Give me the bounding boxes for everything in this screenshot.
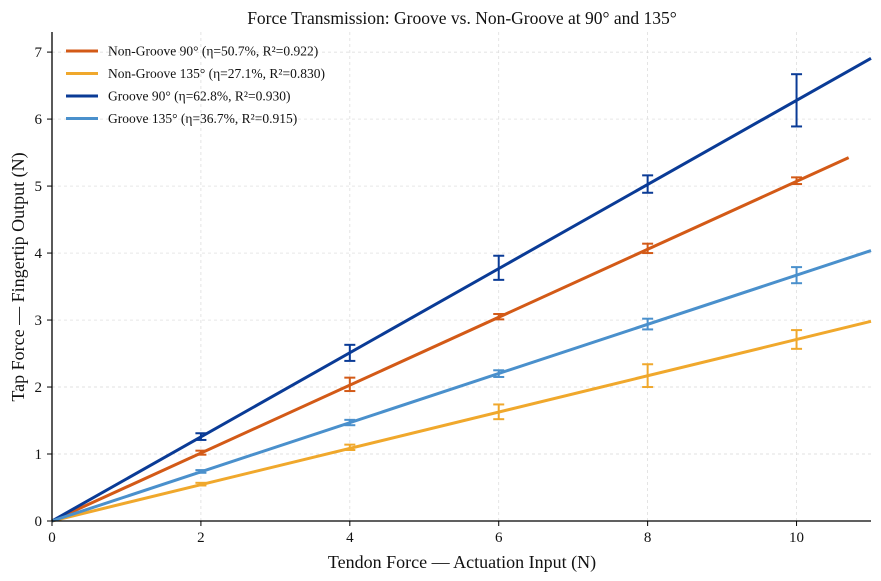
- y-tick-label: 3: [35, 313, 43, 329]
- legend-item: Non-Groove 135° (η=27.1%, R²=0.830): [66, 66, 325, 81]
- error-bar: [642, 174, 654, 194]
- error-bar: [195, 449, 207, 456]
- series-layer: [51, 56, 872, 523]
- grid-layer: [52, 32, 871, 521]
- error-bar: [642, 363, 654, 389]
- y-axis-title: Tap Force — Fingertip Output (N): [8, 152, 29, 401]
- fit-line: [51, 56, 872, 523]
- error-bar: [493, 403, 505, 421]
- error-bar: [344, 343, 356, 362]
- legend-label: Non-Groove 135° (η=27.1%, R²=0.830): [108, 66, 325, 81]
- x-tick-label: 8: [644, 530, 652, 546]
- legend-label: Groove 90° (η=62.8%, R²=0.930): [108, 89, 290, 104]
- x-tick-label: 10: [789, 530, 804, 546]
- series-0: [51, 156, 850, 523]
- fit-line: [51, 319, 872, 523]
- error-bar: [344, 376, 356, 393]
- fit-line: [51, 249, 872, 523]
- error-bar: [344, 418, 356, 427]
- y-tick-label: 4: [35, 246, 43, 262]
- legend-label: Non-Groove 90° (η=50.7%, R²=0.922): [108, 44, 318, 59]
- x-tick-label: 6: [495, 530, 503, 546]
- x-tick-label: 4: [346, 530, 354, 546]
- y-tick-label: 1: [35, 447, 43, 463]
- y-tick-label: 2: [35, 380, 43, 396]
- error-bar: [642, 317, 654, 331]
- error-bar: [493, 369, 505, 378]
- chart-title: Force Transmission: Groove vs. Non-Groov…: [247, 8, 677, 28]
- legend-item: Groove 135° (η=36.7%, R²=0.915): [66, 111, 297, 126]
- error-bar: [642, 242, 654, 255]
- error-bar: [493, 313, 505, 321]
- x-tick-label: 2: [197, 530, 205, 546]
- legend-item: Non-Groove 90° (η=50.7%, R²=0.922): [66, 44, 318, 59]
- legend-label: Groove 135° (η=36.7%, R²=0.915): [108, 111, 297, 126]
- y-tick-label: 0: [35, 514, 43, 530]
- x-tick-label: 0: [48, 530, 56, 546]
- legend-item: Groove 90° (η=62.8%, R²=0.930): [66, 89, 290, 104]
- error-bar: [195, 481, 207, 487]
- y-tick-label: 6: [35, 112, 43, 128]
- series-1: [51, 319, 872, 523]
- error-bar: [195, 469, 207, 474]
- legend: Non-Groove 90° (η=50.7%, R²=0.922) Non-Gr…: [66, 44, 325, 126]
- error-bar: [791, 176, 803, 186]
- x-axis-title: Tendon Force — Actuation Input (N): [328, 552, 596, 573]
- y-tick-label: 7: [35, 45, 43, 61]
- axes-layer: 0 2 4 6 8 10 0 1 2 3 4 5 6 7: [35, 32, 871, 546]
- error-bar: [493, 254, 505, 281]
- error-bar: [791, 266, 803, 285]
- y-tick-label: 5: [35, 179, 43, 195]
- error-bar: [344, 443, 356, 451]
- fit-line: [51, 156, 850, 523]
- error-bar: [791, 73, 803, 128]
- series-3: [51, 249, 872, 523]
- error-bar: [195, 432, 207, 441]
- series-2: [51, 56, 872, 523]
- error-bar: [791, 329, 803, 350]
